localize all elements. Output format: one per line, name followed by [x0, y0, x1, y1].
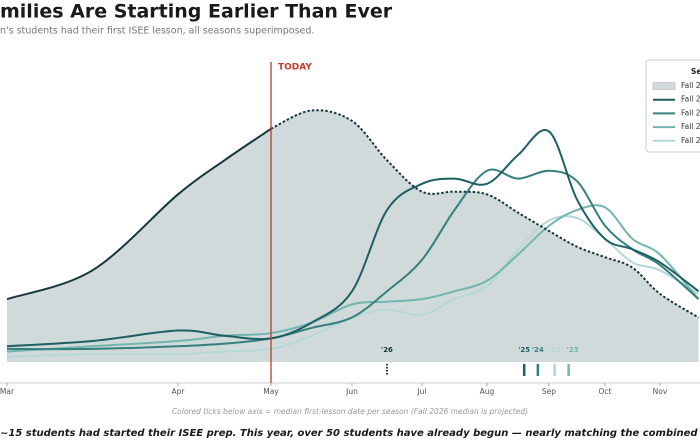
median-label: '22	[549, 346, 561, 354]
series-line	[6, 128, 700, 348]
x-tick-label: May	[263, 387, 279, 396]
legend-label: Fall 2	[681, 108, 700, 117]
x-tick-label: Jul	[416, 387, 426, 396]
legend-swatch	[652, 82, 676, 90]
x-tick-label: Apr	[172, 387, 186, 396]
legend-label: Fall 2	[681, 95, 700, 104]
x-tick-label: Aug	[480, 387, 495, 396]
today-label: TODAY	[278, 63, 312, 73]
chart-title: milies Are Starting Earlier Than Ever	[0, 1, 393, 23]
series-line-projected	[270, 109, 700, 319]
x-tick-label: Oct	[599, 387, 612, 396]
caption: ~15 students had started their ISEE prep…	[0, 428, 700, 439]
legend-label: Fall 2	[681, 122, 700, 131]
median-label: '24	[532, 346, 544, 354]
series-line	[6, 204, 700, 353]
x-tick-label: Sep	[542, 387, 556, 396]
series-line	[6, 127, 272, 301]
x-tick-label: Jun	[345, 387, 358, 396]
legend-label: Fall 2	[681, 81, 700, 90]
median-label: '23	[567, 346, 579, 354]
x-tick-label: Nov	[653, 387, 668, 396]
median-label: '25	[518, 346, 530, 354]
chart-subtitle: n's students had their first ISEE lesson…	[0, 26, 314, 37]
area	[7, 110, 699, 363]
x-tick-label: Mar	[0, 387, 15, 396]
legend-label: Fall 2	[681, 136, 700, 145]
legend-title: Se	[691, 67, 700, 76]
series-line	[6, 168, 700, 351]
footnote: Colored ticks below axis = median first-…	[172, 407, 528, 416]
median-label: '26	[381, 346, 393, 354]
